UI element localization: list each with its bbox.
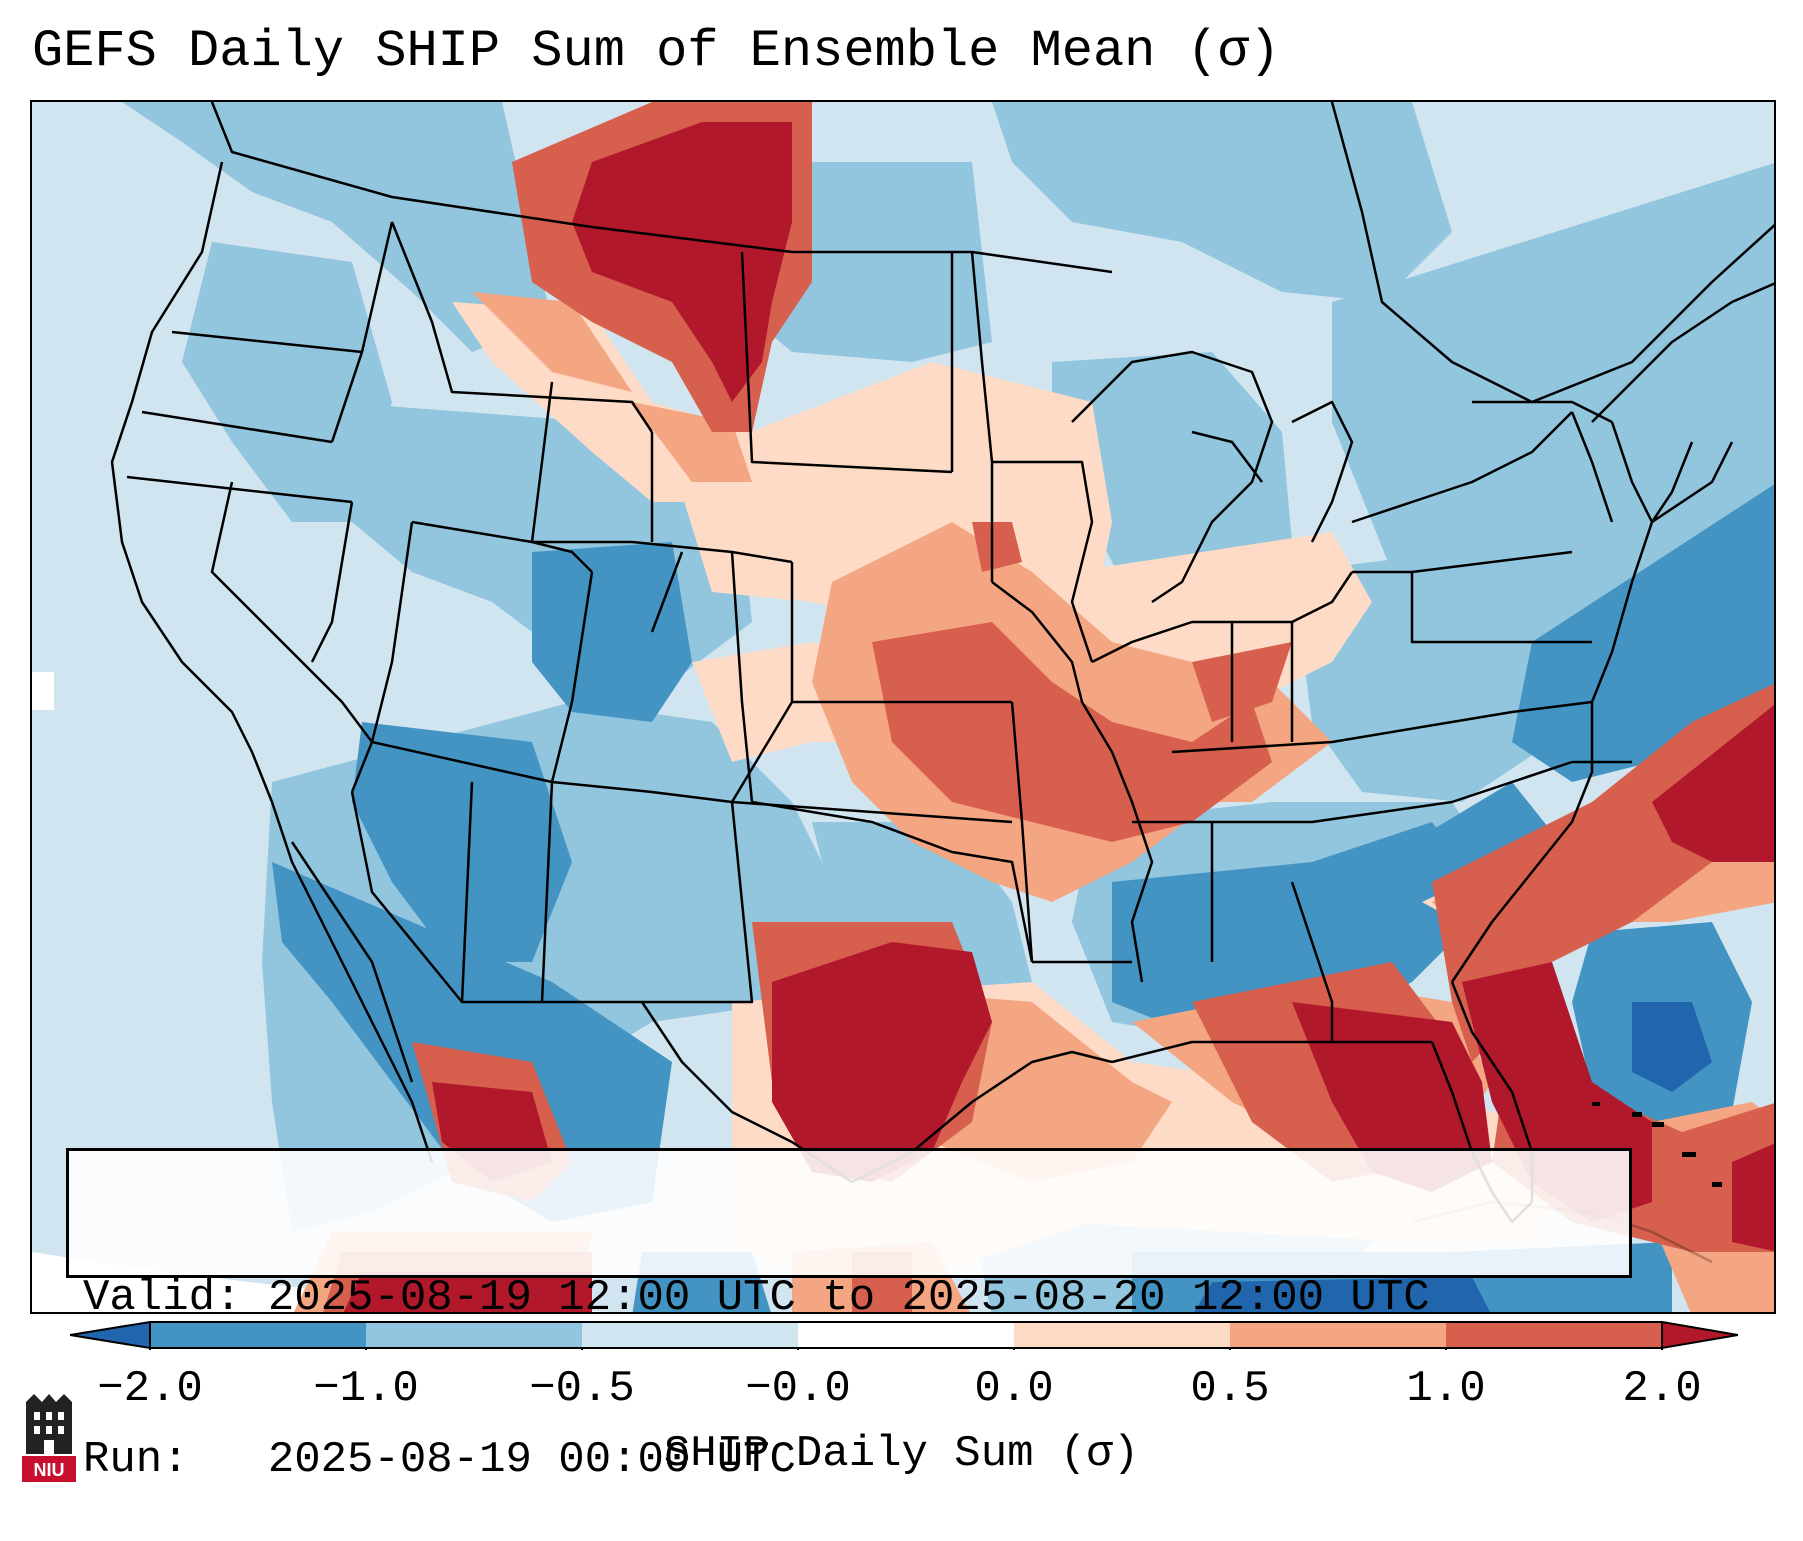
- bahamas-islands: [1592, 1102, 1722, 1187]
- colorbar: [70, 1320, 1738, 1350]
- colorbar-extend-low: [70, 1320, 151, 1350]
- valid-label: Valid:: [83, 1273, 242, 1323]
- run-label: Run:: [83, 1435, 189, 1485]
- level-lt-neg-2: [1194, 1002, 1712, 1312]
- valid-row: Valid: 2025-08-19 12:00 UTC to 2025-08-2…: [83, 1271, 1629, 1325]
- validity-info-box: Valid: 2025-08-19 12:00 UTC to 2025-08-2…: [66, 1148, 1632, 1485]
- projection-corner: [32, 1252, 612, 1312]
- colorbar-tick-label: −2.0: [97, 1364, 203, 1414]
- colorbar-seg-0: [150, 1322, 366, 1348]
- missing-data-patch: [32, 672, 54, 710]
- colorbar-seg-5: [1230, 1322, 1446, 1348]
- colorbar-seg-6: [1446, 1322, 1662, 1348]
- colorbar-tick-label: 0.0: [974, 1364, 1054, 1414]
- colorbar-ticks: [149, 1348, 1663, 1350]
- map-frame: [30, 100, 1776, 1314]
- colorbar-extend-high: [1661, 1320, 1738, 1350]
- colorbar-outline: [149, 1321, 1663, 1349]
- colorbar-seg-1: [366, 1322, 582, 1348]
- colorbar-tick-label: 0.5: [1190, 1364, 1270, 1414]
- colorbar-tick-label: 1.0: [1406, 1364, 1486, 1414]
- run-value: 2025-08-19 00:00 UTC: [267, 1435, 796, 1485]
- colorbar-tick-label: −1.0: [313, 1364, 419, 1414]
- colorbar-label: SHIP Daily Sum (σ): [663, 1429, 1140, 1479]
- valid-value: 2025-08-19 12:00 UTC to 2025-08-20 12:00…: [267, 1273, 1430, 1323]
- state-borders: [110, 102, 1774, 1264]
- colorbar-seg-2: [582, 1322, 798, 1348]
- map-canvas: [32, 102, 1774, 1312]
- colorbar-tick-label: −0.0: [745, 1364, 851, 1414]
- level-neg-2-0: [272, 484, 1774, 1312]
- svg-text:NIU: NIU: [34, 1460, 65, 1480]
- colorbar-tick-label: −0.5: [529, 1364, 635, 1414]
- colorbar-seg-3: [798, 1322, 1014, 1348]
- colorbar-seg-4: [1014, 1322, 1230, 1348]
- chart-title: GEFS Daily SHIP Sum of Ensemble Mean (σ): [32, 22, 1281, 81]
- run-row: Run: 2025-08-19 00:00 UTC: [83, 1433, 1629, 1487]
- niu-logo-icon: NIU: [22, 1394, 76, 1482]
- colorbar-tick-label: 2.0: [1622, 1364, 1702, 1414]
